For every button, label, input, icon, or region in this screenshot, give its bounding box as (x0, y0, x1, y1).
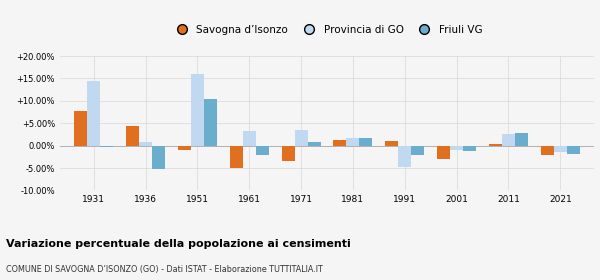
Bar (87, 81, 100, 146)
Bar (243, 131, 256, 146)
Bar (463, 146, 476, 151)
Text: Variazione percentuale della popolazione ai censimenti: Variazione percentuale della popolazione… (6, 239, 351, 249)
Bar (541, 146, 554, 155)
Bar (334, 140, 346, 146)
Bar (204, 99, 217, 146)
Bar (191, 74, 204, 146)
Text: COMUNE DI SAVOGNA D’ISONZO (GO) - Dati ISTAT - Elaborazione TUTTITALIA.IT: COMUNE DI SAVOGNA D’ISONZO (GO) - Dati I… (6, 265, 323, 274)
Bar (126, 126, 139, 146)
Bar (515, 133, 528, 146)
Bar (346, 138, 359, 146)
Legend: Savogna d’Isonzo, Provincia di GO, Friuli VG: Savogna d’Isonzo, Provincia di GO, Friul… (167, 21, 487, 39)
Bar (256, 146, 269, 155)
Bar (100, 146, 113, 147)
Bar (139, 142, 152, 146)
Bar (308, 143, 320, 146)
Bar (450, 146, 463, 150)
Bar (178, 146, 191, 150)
Bar (230, 146, 243, 169)
Bar (502, 134, 515, 146)
Bar (554, 146, 567, 152)
Bar (295, 130, 308, 146)
Bar (567, 146, 580, 154)
Bar (74, 111, 87, 146)
Bar (437, 146, 450, 159)
Bar (398, 146, 411, 167)
Bar (411, 146, 424, 155)
Bar (489, 144, 502, 146)
Bar (385, 141, 398, 146)
Bar (152, 146, 165, 169)
Bar (359, 137, 373, 146)
Bar (281, 146, 295, 161)
